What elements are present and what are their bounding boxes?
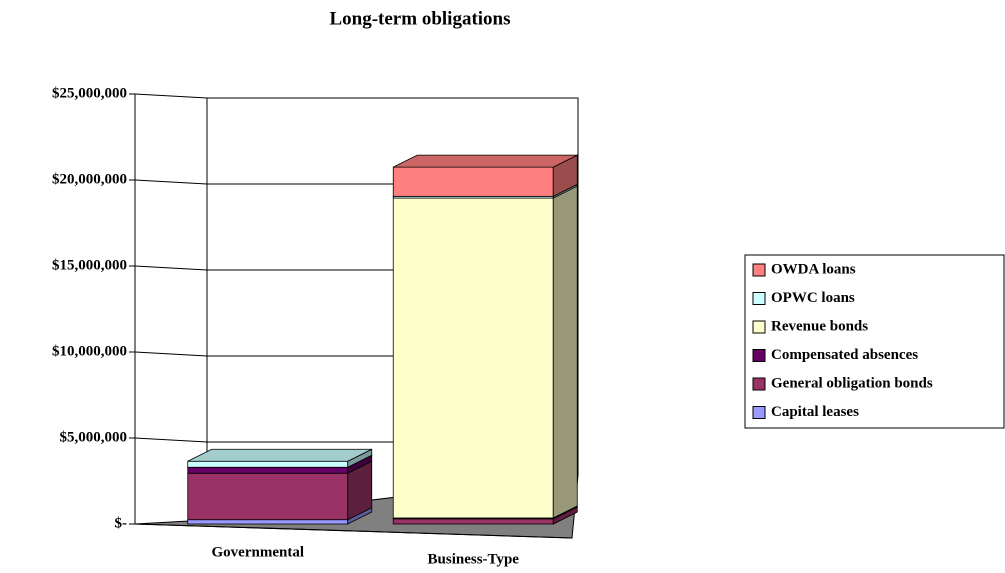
legend-label: Revenue bonds bbox=[771, 318, 868, 334]
legend-box bbox=[744, 254, 1005, 429]
bar-front bbox=[392, 518, 554, 525]
bar-front bbox=[187, 472, 349, 521]
legend-swatch bbox=[752, 292, 766, 305]
legend-swatch bbox=[752, 263, 766, 277]
legend-label: OPWC loans bbox=[771, 290, 855, 306]
y-tick-label: $25,000,000 bbox=[52, 85, 127, 101]
bar-front bbox=[392, 166, 554, 197]
bar-front bbox=[187, 466, 349, 474]
legend-label: Compensated absences bbox=[771, 347, 918, 363]
y-tick-label: $- bbox=[115, 515, 128, 531]
y-tick-label: $15,000,000 bbox=[52, 257, 127, 273]
legend-swatch bbox=[752, 320, 766, 334]
bar-top bbox=[187, 448, 372, 462]
x-tick-label: Governmental bbox=[212, 544, 304, 560]
chart-title: Long-term obligations bbox=[329, 8, 510, 29]
y-tick-label: $20,000,000 bbox=[52, 171, 127, 187]
bar-side bbox=[552, 185, 578, 519]
y-tick-label: $10,000,000 bbox=[52, 343, 127, 359]
legend-label: General obligation bonds bbox=[771, 375, 933, 391]
legend-label: Capital leases bbox=[771, 404, 859, 420]
legend-swatch bbox=[752, 349, 766, 362]
legend-label: OWDA loans bbox=[771, 261, 856, 277]
legend-swatch bbox=[752, 406, 766, 419]
bar-front bbox=[187, 460, 349, 468]
legend-swatch bbox=[752, 377, 766, 391]
y-tick-label: $5,000,000 bbox=[60, 429, 128, 445]
bar-front bbox=[392, 197, 554, 519]
bar-front bbox=[187, 519, 349, 525]
bar-segment bbox=[392, 185, 578, 519]
x-axis bbox=[134, 523, 573, 539]
bar-segment bbox=[392, 154, 578, 197]
grid-line bbox=[134, 93, 578, 99]
bar-top bbox=[393, 154, 578, 168]
x-tick-label: Business-Type bbox=[428, 551, 520, 567]
